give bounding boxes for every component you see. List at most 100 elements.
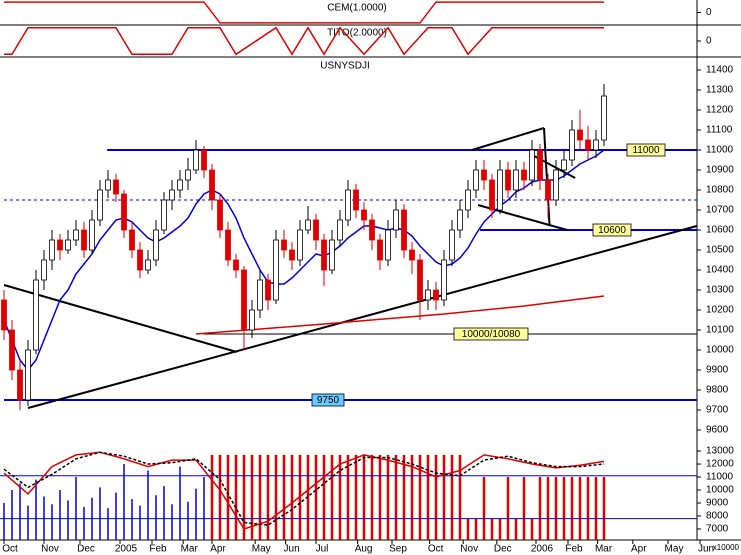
candle-body [465, 189, 471, 211]
bar [482, 477, 486, 540]
bar [434, 454, 438, 540]
bar [562, 477, 566, 540]
candle-body [433, 289, 439, 301]
x-tick-label: Apr [210, 544, 226, 555]
candle-body [385, 229, 391, 261]
candle-body [49, 239, 55, 261]
candle-body [529, 149, 535, 181]
bar [195, 488, 197, 540]
candle-body [169, 189, 175, 201]
candle-body [217, 199, 223, 231]
x-tick-label: Mar [181, 544, 199, 555]
candle-body [497, 169, 503, 211]
bar [3, 502, 5, 540]
candle-body [225, 229, 231, 261]
bar [322, 454, 326, 540]
candle-body [577, 129, 583, 141]
y-tick-label: 11300 [706, 85, 734, 96]
candle-body [441, 259, 447, 301]
x-tick-label: 2006 [531, 544, 554, 555]
bar [258, 454, 262, 540]
candle-body [73, 229, 79, 241]
x-tick-label: Apr [631, 544, 647, 555]
bar [298, 454, 302, 540]
candle-body [129, 229, 135, 251]
candle-body [209, 169, 215, 201]
candle-body [561, 159, 567, 171]
candle-body [257, 279, 263, 311]
bar [27, 505, 29, 540]
trendline [471, 127, 545, 151]
bar [314, 454, 318, 540]
candle-body [329, 239, 335, 271]
y-tick-label: 10800 [706, 185, 734, 196]
unit-label: x10000 [713, 543, 740, 552]
bar [370, 454, 374, 540]
bar [602, 477, 606, 540]
level-label-box [626, 143, 666, 157]
y-tick-label: 7000 [706, 524, 729, 535]
candle-body [345, 189, 351, 221]
x-tick-label: Jul [316, 544, 329, 555]
level-label: 9750 [317, 395, 340, 406]
trendline [3, 284, 238, 353]
bar [250, 454, 254, 540]
candle-body [97, 189, 103, 221]
candle-body [273, 239, 279, 301]
candle-body [121, 193, 127, 231]
candle-body [353, 189, 359, 211]
bar [210, 454, 214, 540]
candle-body [177, 179, 183, 191]
y-tick-label: 9700 [706, 405, 729, 416]
chart-title: USNYSDJI [320, 61, 369, 72]
candle-body [545, 179, 551, 201]
bar [51, 504, 53, 540]
line [3, 149, 605, 372]
y-tick-label: 10200 [706, 305, 734, 316]
candle-body [201, 149, 207, 171]
candle-body [281, 239, 287, 251]
bar [290, 454, 294, 540]
y-tick-label: 13000 [706, 446, 734, 457]
y-tick-label: 10900 [706, 165, 734, 176]
bar [378, 454, 382, 540]
bar [234, 454, 238, 540]
bar [402, 454, 406, 540]
bar [226, 454, 230, 540]
line [4, 1, 604, 24]
candle-body [313, 219, 319, 241]
x-tick-label: Oct [428, 544, 444, 555]
bar [19, 483, 21, 540]
bar [123, 464, 125, 540]
x-tick-label: Aug [355, 544, 373, 555]
bar [242, 454, 246, 540]
bar [163, 486, 165, 540]
candle-body [57, 239, 63, 251]
bar [490, 518, 494, 540]
candle-body [401, 209, 407, 251]
bar [131, 499, 133, 540]
x-tick-label: Dec [494, 544, 512, 555]
candle-body [489, 179, 495, 211]
bar [466, 518, 470, 540]
x-tick-label: May [252, 544, 271, 555]
candle-body [89, 219, 95, 251]
candle-body [337, 219, 343, 241]
bar [442, 454, 446, 540]
candle-body [521, 169, 527, 181]
level-label: 10000/10080 [462, 329, 521, 340]
line [195, 295, 605, 335]
bar [330, 454, 334, 540]
bar [450, 454, 454, 540]
y-tick-label: 11400 [706, 65, 734, 76]
y-tick-label: 9900 [706, 365, 729, 376]
bar [179, 466, 181, 540]
candle-body [289, 249, 295, 261]
candle-body [449, 229, 455, 261]
panel-title: CEM(1.0000) [327, 3, 386, 14]
candle-body [369, 219, 375, 241]
y-tick-label: 0 [706, 36, 712, 47]
candle-body [161, 199, 167, 231]
candle-body [41, 259, 47, 281]
bar [506, 477, 510, 540]
